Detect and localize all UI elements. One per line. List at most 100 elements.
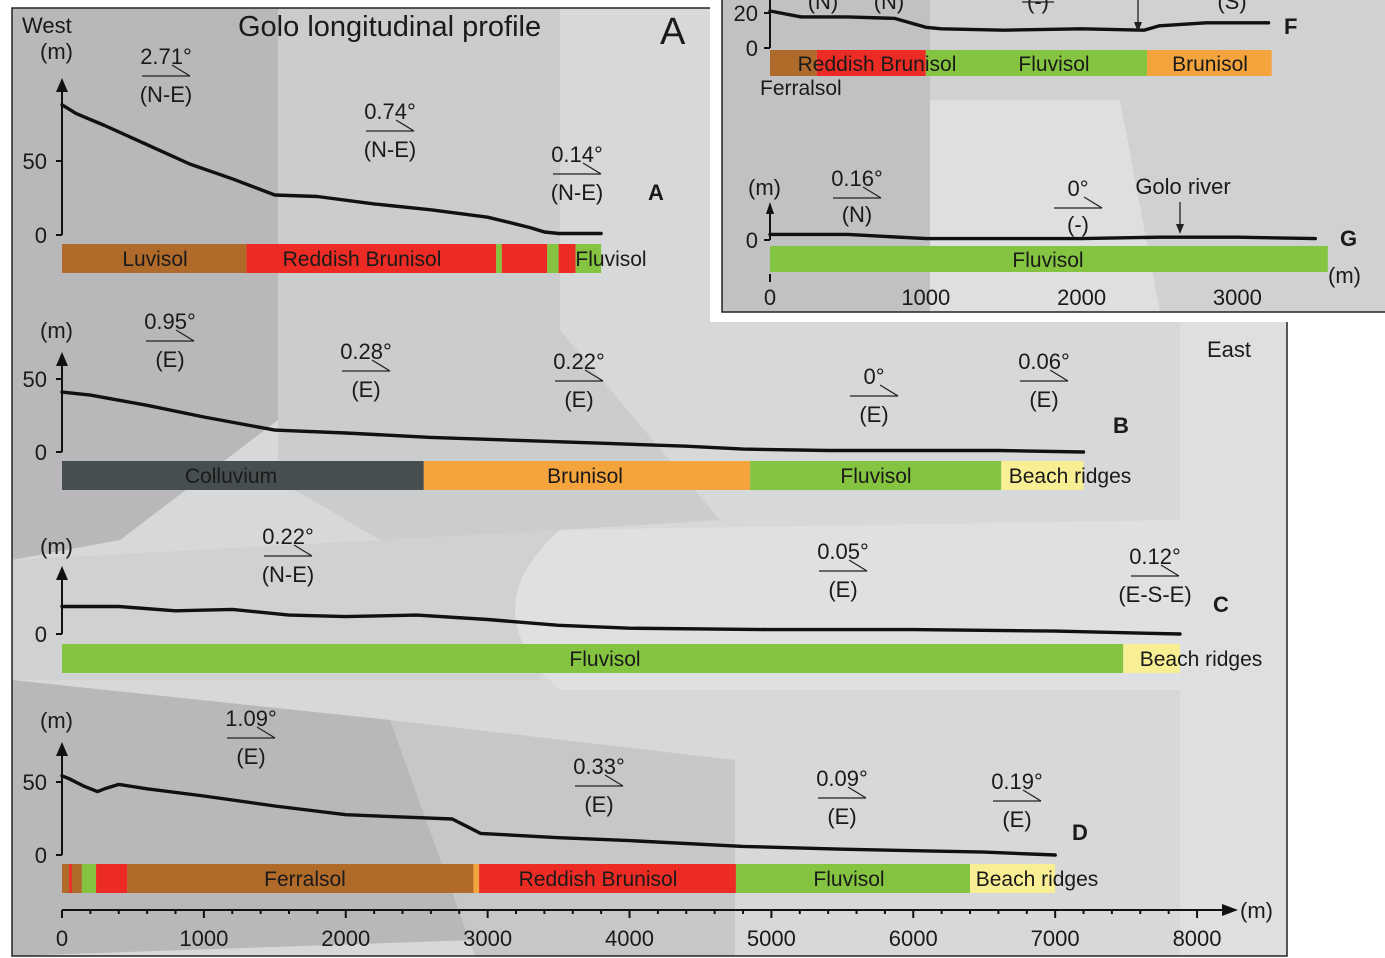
- soil-segment-A-6: [575, 244, 602, 273]
- slope-symbol-B-1-tip: [371, 359, 391, 372]
- slope-symbol-B-0-tip: [175, 329, 195, 342]
- soil-segment-G-0: [770, 246, 1328, 272]
- slope-angle-C-1: 0.05°: [817, 539, 869, 564]
- y-tick-label-B-1: 0: [35, 440, 47, 465]
- main-x-axis: 0 1000 2000 3000 4000 5000 6000 7000 8000 (m): [56, 898, 1273, 951]
- slope-angle-D-1: 0.33°: [573, 754, 625, 779]
- soil-segment-B-3: [1001, 461, 1084, 490]
- soil-label-F-ferralsol: Ferralsol: [760, 77, 842, 100]
- slope-symbol-D-3: [993, 789, 1042, 802]
- slope-symbol-G-1: [1054, 196, 1103, 209]
- soil-segment-B-2: [750, 461, 1002, 490]
- slope-symbol-B-3-tip: [879, 384, 899, 397]
- soil-segment-D-8: [735, 864, 971, 893]
- slope-angle-G-0: 0.16°: [831, 166, 883, 191]
- slope-symbol-D-0-tip: [256, 726, 276, 739]
- x-axis-arrow: [1222, 904, 1238, 916]
- slope-symbol-C-0: [264, 544, 313, 557]
- river-label-G: Golo river: [1135, 174, 1230, 199]
- profile-C: Fluvisol Beach ridges 0 (m) 0.22° (N-E) 0.05° (…: [35, 524, 1262, 673]
- profile-id-G: G: [1340, 226, 1357, 251]
- soil-label-F-0: Reddish Brunisol: [798, 53, 957, 76]
- slope-symbol-D-1-tip: [604, 774, 624, 787]
- y-unit-G: (m): [748, 175, 781, 200]
- slope-symbol-C-2-tip: [1160, 564, 1180, 577]
- slope-symbol-C-2: [1131, 564, 1180, 577]
- slope-angle-B-1: 0.28°: [340, 339, 392, 364]
- soil-segment-D-7: [479, 864, 736, 893]
- elevation-line-A: [60, 103, 603, 236]
- slope-angle-D-0: 1.09°: [225, 706, 277, 731]
- soil-label-A-0: Luvisol: [122, 248, 187, 271]
- x-tick-label-5: 5000: [747, 926, 796, 951]
- river-arrowhead-F: [1134, 22, 1142, 32]
- soil-segment-F-2: [925, 50, 1148, 76]
- profiles-layer: Luvisol Reddish Brunisol Fluvisol 50 0 (m) 2.7…: [23, 39, 1262, 893]
- soil-label-D-3: Beach ridges: [976, 868, 1099, 891]
- inset-x-tick-label-3: 3000: [1213, 285, 1262, 310]
- slope-dir-D-1: (E): [584, 792, 613, 817]
- x-tick-label-4: 4000: [605, 926, 654, 951]
- y-tick-label-B-0: 50: [23, 367, 47, 392]
- slope-symbol-A-0-tip: [171, 64, 191, 77]
- soil-label-F-1: Fluvisol: [1018, 53, 1089, 76]
- x-tick-label-6: 6000: [889, 926, 938, 951]
- slope-dir-G-0: (N): [842, 202, 873, 227]
- soil-segment-C-0: [62, 644, 1124, 673]
- slope-angle-B-2: 0.22°: [553, 349, 605, 374]
- slope-symbol-A-0: [142, 64, 191, 77]
- side-label-east: East: [1207, 337, 1251, 362]
- profile-id-A: A: [648, 180, 664, 205]
- soil-label-D-1: Reddish Brunisol: [519, 868, 678, 891]
- soil-label-A-1: Reddish Brunisol: [283, 248, 442, 271]
- river-arrowhead-G: [1176, 224, 1184, 234]
- slope-dir-C-2: (E-S-E): [1118, 582, 1191, 607]
- inset-x-axis-unit: (m): [1328, 263, 1361, 288]
- soil-segment-A-4: [547, 244, 559, 273]
- y-axis-arrow-C: [56, 566, 68, 580]
- soil-segment-D-9: [970, 864, 1056, 893]
- slope-dir-A-1: (N-E): [364, 137, 417, 162]
- slope-dir-F-0: (N): [808, 0, 839, 14]
- soil-segment-A-2: [496, 244, 502, 273]
- soil-label-D-2: Fluvisol: [813, 868, 884, 891]
- x-axis-unit: (m): [1240, 898, 1273, 923]
- slope-dir-B-1: (E): [351, 377, 380, 402]
- soil-label-C-0: Fluvisol: [569, 648, 640, 671]
- slope-symbol-C-1-tip: [848, 559, 868, 572]
- slope-dir-C-0: (N-E): [262, 562, 315, 587]
- y-tick-label-D-0: 50: [23, 770, 47, 795]
- slope-angle-D-3: 0.19°: [991, 769, 1043, 794]
- profile-id-B: B: [1113, 413, 1129, 438]
- profile-G: Fluvisol 0 (m) 0.16° (N) 0° (-) Golo river G 0 100…: [746, 166, 1361, 310]
- profile-A: Luvisol Reddish Brunisol Fluvisol 50 0 (m) 2.7…: [23, 39, 664, 273]
- slope-angle-A-2: 0.14°: [551, 142, 603, 167]
- soil-segment-D-5: [127, 864, 474, 893]
- inset-layer: Reddish Brunisol Fluvisol Brunisol Ferralso…: [734, 0, 1361, 310]
- soil-segment-F-0: [770, 50, 817, 76]
- profile-B: Colluvium Brunisol Fluvisol Beach ridges 50 0…: [23, 309, 1131, 490]
- soil-segment-A-1: [246, 244, 497, 273]
- slope-symbol-C-1: [819, 559, 868, 572]
- y-tick-label-A-0: 50: [23, 149, 47, 174]
- soil-segment-D-3: [81, 864, 97, 893]
- slope-symbol-B-4-tip: [1049, 369, 1069, 382]
- slope-symbol-D-2: [818, 786, 867, 799]
- slope-symbol-C-0-tip: [293, 544, 313, 557]
- slope-symbol-A-2: [553, 162, 602, 175]
- x-tick-label-0: 0: [56, 926, 68, 951]
- slope-dir-A-0: (N-E): [140, 82, 193, 107]
- soil-label-D-0: Ferralsol: [264, 868, 346, 891]
- x-tick-label-1: 1000: [179, 926, 228, 951]
- soil-segment-D-2: [71, 864, 82, 893]
- slope-dir-D-0: (E): [236, 744, 265, 769]
- slope-dir-F-2: (-): [1027, 0, 1049, 14]
- y-axis-arrow-D: [56, 742, 68, 756]
- slope-angle-B-4: 0.06°: [1018, 349, 1070, 374]
- elevation-line-B: [60, 390, 1086, 454]
- slope-symbol-G-1-tip: [1083, 196, 1103, 209]
- y-unit-C: (m): [40, 534, 73, 559]
- soil-segment-F-1: [816, 50, 926, 76]
- soil-segment-D-6: [473, 864, 480, 893]
- slope-symbol-B-1: [342, 359, 391, 372]
